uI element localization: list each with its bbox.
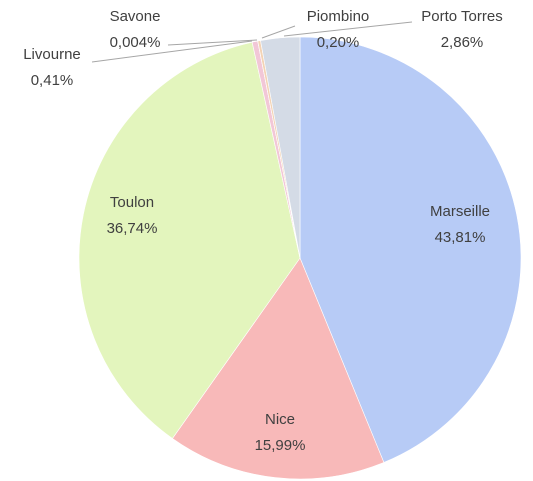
pie-slice — [299, 36, 522, 463]
leader-line — [283, 21, 413, 37]
pie-slice — [260, 36, 301, 259]
leader-line — [261, 25, 296, 39]
slice-label: Toulon — [110, 194, 154, 211]
leader-line — [167, 39, 258, 46]
slice-label: Porto Torres — [421, 8, 502, 25]
slice-label: Livourne — [23, 46, 81, 63]
slice-value: 0,004% — [110, 34, 161, 51]
slice-value: 0,20% — [317, 34, 360, 51]
pie-slice — [172, 257, 385, 480]
slice-label: Piombino — [307, 8, 370, 25]
slice-label: Marseille — [430, 203, 490, 220]
slice-label: Savone — [110, 8, 161, 25]
leader-line — [91, 40, 253, 63]
pie-slice — [78, 41, 301, 439]
slice-value: 43,81% — [435, 229, 486, 246]
slice-value: 0,41% — [31, 72, 74, 89]
slice-value: 36,74% — [107, 220, 158, 237]
slice-label: Nice — [265, 411, 295, 428]
slice-value: 2,86% — [441, 34, 484, 51]
slice-value: 15,99% — [255, 437, 306, 454]
